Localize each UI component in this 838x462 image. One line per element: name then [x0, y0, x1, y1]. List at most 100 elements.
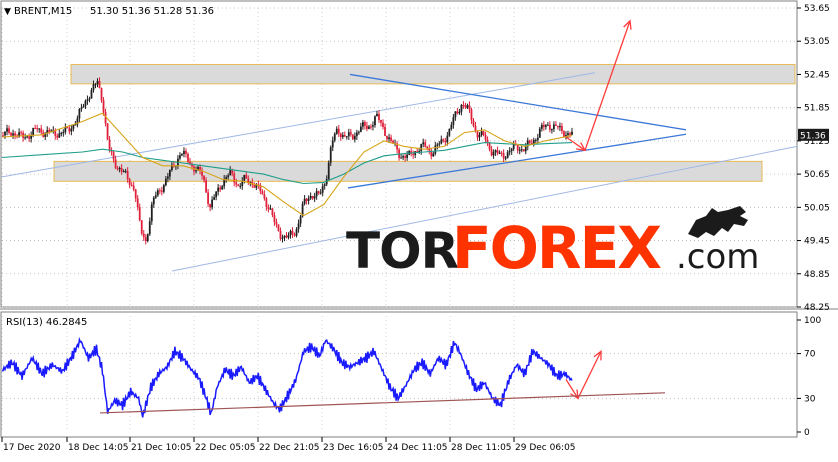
candle-body [44, 133, 47, 137]
candle-body [259, 184, 262, 192]
candle-body [430, 150, 433, 157]
price-arrow-down-shaft [565, 136, 586, 151]
triangle-lower-line [347, 133, 687, 189]
candle-body [34, 128, 37, 130]
candle-body [122, 171, 125, 173]
candle-body [110, 150, 113, 152]
ma-fast-line [1, 112, 573, 217]
rsi-line [1, 336, 573, 418]
candle-body [561, 126, 563, 132]
candle-body [132, 185, 135, 190]
candle-body [253, 185, 256, 188]
candle-body [323, 184, 326, 187]
candle-body [54, 130, 57, 136]
candle-body [263, 194, 266, 199]
candle-body [424, 142, 427, 147]
candle-body [361, 122, 364, 127]
price-tick-label: 53.05 [804, 37, 830, 47]
candle-body [10, 132, 12, 136]
candle-body [504, 157, 507, 159]
candle-body [211, 199, 214, 208]
candle-body [420, 144, 423, 151]
candle-body [217, 187, 220, 192]
time-tick-label: 22 Dec 21:05 [259, 443, 320, 453]
candle-body [96, 80, 99, 85]
watermark: TOR FOREX .com [346, 206, 759, 282]
candle-body [563, 131, 565, 138]
candle-body [434, 145, 437, 154]
channel-lower-line [171, 145, 798, 272]
candle-body [4, 131, 6, 136]
candle-body [100, 88, 103, 101]
candle-body [295, 229, 298, 236]
candle-body [526, 140, 529, 147]
candle-body [88, 98, 91, 100]
candle-body [428, 148, 431, 151]
price-tick-label: 48.25 [804, 303, 830, 313]
candle-body [181, 153, 183, 156]
candle-body [490, 149, 493, 156]
candle-body [48, 130, 51, 132]
rsi-indicator [1, 336, 666, 418]
watermark-com: .com [676, 237, 759, 277]
candle-body [337, 128, 340, 134]
candle-body [158, 190, 161, 192]
candle-body [38, 128, 41, 130]
candle-body [508, 151, 511, 153]
candle-body [480, 131, 483, 136]
candle-body [233, 173, 236, 183]
candle-body [56, 135, 59, 138]
candle-body [530, 142, 533, 144]
candle-body [388, 137, 390, 140]
candle-body [245, 174, 248, 179]
candle-body [36, 128, 39, 130]
candle-body [136, 198, 139, 207]
candle-body [339, 133, 342, 138]
candle-body [185, 150, 187, 154]
candle-body [559, 126, 561, 128]
candle-body [146, 234, 149, 242]
candle-body [2, 135, 4, 137]
candle-body [319, 192, 322, 194]
candle-body [293, 234, 296, 236]
candle-body [12, 133, 14, 136]
price-arrow-up-head [623, 19, 632, 30]
candle-body [470, 109, 473, 121]
candle-body [450, 125, 453, 129]
time-tick-label: 29 Dec 06:05 [515, 443, 576, 453]
candle-body [546, 124, 549, 126]
candle-body [538, 128, 541, 138]
candle-body [532, 140, 535, 144]
candle-body [311, 196, 314, 199]
candle-body [444, 140, 447, 143]
candle-body [297, 223, 300, 230]
candle-body [241, 180, 244, 186]
candle-body [460, 105, 463, 112]
symbol-dropdown-icon[interactable]: ▼ [4, 7, 11, 17]
candle-body [20, 132, 23, 134]
candle-body [359, 126, 362, 132]
candle-body [134, 189, 137, 199]
rsi-arrow-up-shaft [577, 351, 602, 399]
candle-body [98, 80, 101, 89]
candle-body [40, 128, 43, 133]
candle-body [209, 203, 211, 208]
candle-body [412, 154, 415, 156]
candle-body [368, 126, 370, 129]
candle-body [400, 157, 403, 159]
candle-body [325, 179, 328, 185]
candle-body [197, 166, 199, 171]
candle-body [446, 135, 449, 143]
candle-body [120, 168, 123, 172]
candle-body [315, 191, 318, 197]
candle-body [305, 198, 308, 201]
time-tick-label: 18 Dec 14:05 [68, 443, 129, 453]
candle-body [24, 137, 27, 139]
candle-body [277, 224, 280, 231]
candle-body [438, 143, 441, 145]
candle-body [70, 128, 73, 132]
candle-body [376, 113, 378, 117]
candle-body [386, 135, 388, 140]
